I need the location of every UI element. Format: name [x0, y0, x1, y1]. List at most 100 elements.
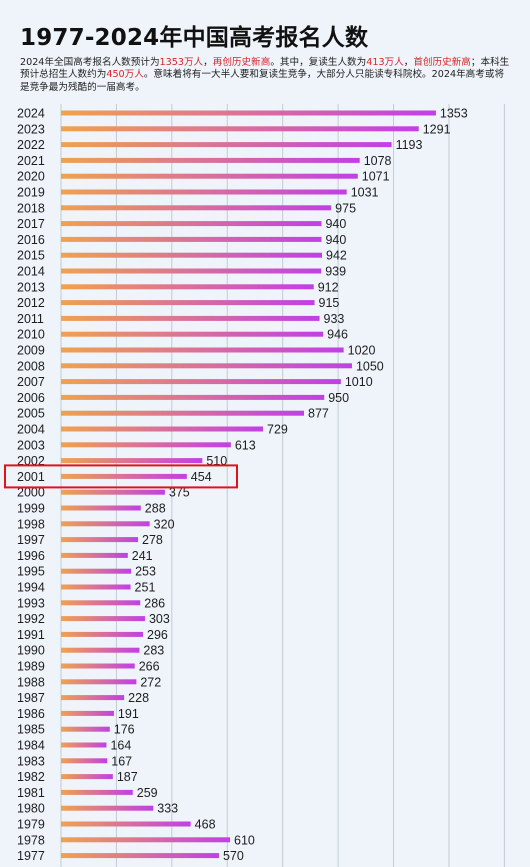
value-label: 375: [169, 486, 190, 500]
value-label: 286: [144, 596, 165, 610]
value-label: 259: [137, 786, 158, 800]
bar: [61, 347, 344, 353]
value-label: 1020: [348, 344, 376, 358]
bar: [61, 837, 231, 843]
year-label: 1993: [17, 596, 45, 610]
value-label: 570: [223, 849, 244, 863]
bar: [61, 616, 145, 622]
year-label: 1991: [17, 628, 45, 642]
year-label: 2021: [17, 154, 45, 168]
bar: [61, 695, 125, 701]
bar: [61, 126, 419, 132]
year-label: 2009: [17, 344, 45, 358]
value-label: 1193: [396, 138, 423, 152]
bar: [61, 473, 187, 479]
highlight-box: [4, 464, 238, 489]
year-label: 2000: [17, 486, 45, 500]
bar: [61, 521, 150, 527]
year-label: 1997: [17, 533, 45, 547]
bar: [61, 442, 231, 448]
desc-text-6: 。意味着将有一大半人要和复读生竞争，大部分人只能读专科院校。2024年高考或将是…: [20, 69, 505, 93]
desc-highlight-record: 再创历史新高: [212, 57, 271, 68]
value-label: 915: [319, 296, 340, 310]
value-label: 939: [325, 265, 346, 279]
bar: [61, 552, 128, 558]
year-label: 1998: [17, 517, 45, 531]
value-label: 877: [308, 407, 329, 421]
value-label: 912: [318, 280, 339, 294]
bar: [61, 379, 341, 385]
year-label: 1983: [17, 754, 45, 768]
year-label: 2006: [17, 391, 45, 405]
value-label: 975: [335, 201, 356, 215]
value-label: 272: [140, 675, 161, 689]
year-label: 2003: [17, 438, 45, 452]
bar: [61, 647, 140, 653]
value-label: 946: [327, 328, 348, 342]
year-label: 2010: [17, 328, 45, 342]
year-label: 1977: [17, 849, 45, 863]
year-label: 2015: [17, 249, 45, 263]
bar: [61, 205, 332, 211]
value-label: 253: [135, 565, 156, 579]
value-label: 296: [147, 628, 168, 642]
chart-description: 2024年全国高考报名人数预计为1353万人，再创历史新高。其中，复读生人数为4…: [20, 57, 512, 94]
value-label: 1050: [356, 359, 384, 373]
value-label: 1071: [362, 170, 390, 184]
desc-text-5: ；本科生预计总招生人数约为: [20, 57, 510, 81]
bar: [61, 410, 305, 416]
value-label: 950: [328, 391, 349, 405]
year-label: 1978: [17, 833, 45, 847]
year-label: 1981: [17, 786, 45, 800]
bar: [61, 758, 108, 764]
value-label: 1353: [440, 107, 468, 121]
year-label: 1996: [17, 549, 45, 563]
value-label: 613: [235, 438, 256, 452]
value-label: 164: [110, 739, 131, 753]
bar: [61, 189, 347, 195]
bar: [61, 631, 144, 637]
year-label: 2024: [17, 107, 45, 121]
bar: [61, 584, 131, 590]
year-label: 1999: [17, 502, 45, 516]
year-label: 2012: [17, 296, 45, 310]
bar: [61, 300, 315, 306]
value-label: 1031: [351, 186, 379, 200]
bar: [61, 236, 322, 242]
value-label: 187: [117, 770, 138, 784]
year-label: 2013: [17, 280, 45, 294]
desc-text-4: ，: [403, 57, 414, 68]
value-label: 454: [191, 470, 212, 484]
bar: [61, 173, 358, 179]
bar: [61, 774, 113, 780]
year-label: 2023: [17, 122, 45, 136]
bar: [61, 221, 322, 227]
year-label: 1982: [17, 770, 45, 784]
value-label: 167: [111, 754, 132, 768]
year-label: 1992: [17, 612, 45, 626]
value-label: 303: [149, 612, 170, 626]
bar: [61, 394, 325, 400]
grid-lines: [60, 104, 505, 867]
value-label: 176: [114, 723, 135, 737]
year-label: 1995: [17, 565, 45, 579]
value-label: 266: [139, 660, 160, 674]
value-label: 1078: [364, 154, 392, 168]
bar: [61, 789, 133, 795]
desc-highlight-applicants: 1353万人: [159, 57, 204, 68]
year-label: 2018: [17, 201, 45, 215]
bar: [61, 426, 264, 432]
value-label: 320: [154, 517, 175, 531]
chart-title: 1977-2024年中国高考报名人数: [20, 25, 369, 51]
year-label: 1989: [17, 660, 45, 674]
bar: [61, 600, 141, 606]
bar: [61, 805, 154, 811]
year-label: 2007: [17, 375, 45, 389]
bar: [61, 268, 322, 274]
bar: [61, 315, 320, 321]
value-label: 283: [143, 644, 164, 658]
bar: [61, 821, 191, 827]
bar: [61, 252, 323, 258]
